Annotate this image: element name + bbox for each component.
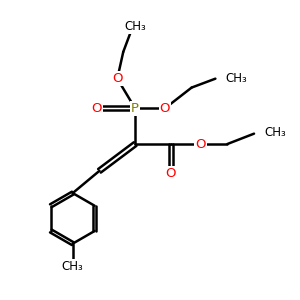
Text: O: O bbox=[91, 102, 102, 115]
Text: CH₃: CH₃ bbox=[62, 260, 84, 273]
Text: CH₃: CH₃ bbox=[124, 20, 146, 33]
Text: CH₃: CH₃ bbox=[226, 72, 248, 85]
Text: O: O bbox=[195, 138, 206, 151]
Text: P: P bbox=[131, 102, 139, 115]
Text: O: O bbox=[160, 102, 170, 115]
Text: O: O bbox=[112, 72, 123, 85]
Text: CH₃: CH₃ bbox=[264, 126, 286, 139]
Text: O: O bbox=[166, 167, 176, 180]
